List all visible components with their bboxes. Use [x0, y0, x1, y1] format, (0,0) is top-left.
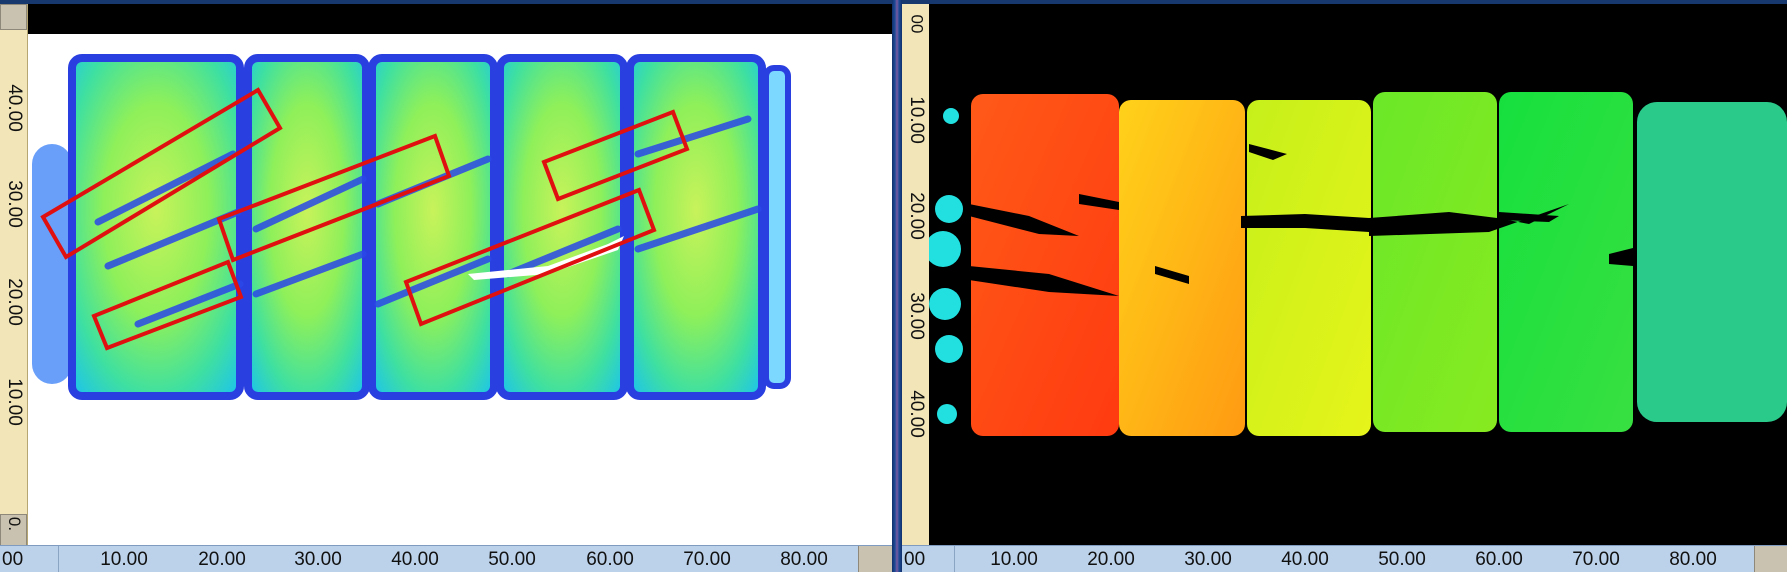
ruler-corner-icon	[0, 4, 27, 30]
depth-tile-partial	[1637, 102, 1787, 422]
ruler-corner-icon	[1754, 546, 1787, 572]
depth-tile	[971, 94, 1119, 436]
defect-slits	[969, 144, 1633, 296]
left-x-tick: 20.00	[198, 549, 246, 570]
ruler-corner-icon	[858, 546, 892, 572]
delamination-gap	[468, 236, 624, 280]
left-y-tick: 30.00	[4, 180, 26, 228]
right-vertical-ruler[interactable]: 00 10.00 20.00 30.00 40.00	[902, 4, 930, 546]
right-x-tick: 70.00	[1572, 549, 1620, 570]
defect-highlight-boxes	[40, 87, 690, 351]
amplitude-heatmap	[32, 54, 791, 400]
right-x-tick: 30.00	[1184, 549, 1232, 570]
left-y-tick: 40.00	[4, 84, 26, 132]
right-y-tick: 00	[906, 14, 926, 34]
right-y-tick: 40.00	[906, 390, 928, 438]
tile-cell	[68, 54, 244, 400]
tile-cell	[244, 54, 370, 400]
amplitude-c-scan-panel[interactable]: 40.00 30.00 20.00 10.00 0.	[0, 4, 892, 572]
right-horizontal-ruler[interactable]: 00 10.00 20.00 30.00 40.00 50.00 60.00 7…	[902, 545, 1787, 572]
left-x-tick: 40.00	[391, 549, 439, 570]
highlight-box	[541, 109, 690, 202]
view-splitter[interactable]	[892, 0, 902, 572]
left-x-tick: 50.00	[488, 549, 536, 570]
scan-header-bar	[28, 4, 892, 34]
depth-tile	[1373, 92, 1497, 432]
depth-tiles	[971, 92, 1787, 436]
tile-cell	[368, 54, 498, 400]
left-horizontal-ruler[interactable]: 00 10.00 20.00 30.00 40.00 50.00 60.00 7…	[0, 545, 892, 572]
defect-streaks	[94, 115, 762, 328]
depth-tile	[1247, 100, 1371, 436]
left-x-tick: 10.00	[100, 549, 148, 570]
highlight-box	[403, 187, 657, 327]
right-x-tick: 50.00	[1378, 549, 1426, 570]
highlight-box	[40, 87, 283, 260]
amplitude-image[interactable]	[28, 4, 892, 546]
left-x-tick: 80.00	[780, 549, 828, 570]
tile-cell-partial	[763, 65, 791, 389]
left-x-tick: 00	[2, 549, 24, 570]
depth-tile	[1499, 92, 1633, 432]
tile-cell	[496, 54, 628, 400]
depth-image[interactable]	[925, 4, 1787, 546]
right-y-tick: 20.00	[906, 192, 928, 240]
edge-blobs	[925, 108, 963, 424]
left-x-tick: 70.00	[683, 549, 731, 570]
left-y-tick: 20.00	[4, 278, 26, 326]
right-y-tick: 10.00	[906, 96, 928, 144]
right-x-tick: 60.00	[1475, 549, 1523, 570]
left-y-tick: 0.	[5, 516, 24, 532]
depth-c-scan-panel[interactable]: 00 10.00 20.00 30.00 40.00	[902, 4, 1787, 572]
highlight-box	[216, 133, 452, 263]
right-x-tick: 00	[904, 549, 926, 570]
left-x-tick: 60.00	[586, 549, 634, 570]
right-x-tick: 10.00	[990, 549, 1038, 570]
left-vertical-ruler[interactable]: 40.00 30.00 20.00 10.00 0.	[0, 4, 28, 546]
right-x-tick: 80.00	[1669, 549, 1717, 570]
right-x-tick: 20.00	[1087, 549, 1135, 570]
left-x-tick: 30.00	[294, 549, 342, 570]
edge-fringe	[32, 144, 72, 384]
right-x-tick: 40.00	[1281, 549, 1329, 570]
right-y-tick: 30.00	[906, 292, 928, 340]
left-y-tick: 10.00	[4, 378, 26, 426]
depth-tile	[1119, 100, 1245, 436]
tile-cells	[68, 54, 791, 400]
depth-heatmap	[925, 92, 1787, 436]
highlight-box	[91, 259, 244, 351]
